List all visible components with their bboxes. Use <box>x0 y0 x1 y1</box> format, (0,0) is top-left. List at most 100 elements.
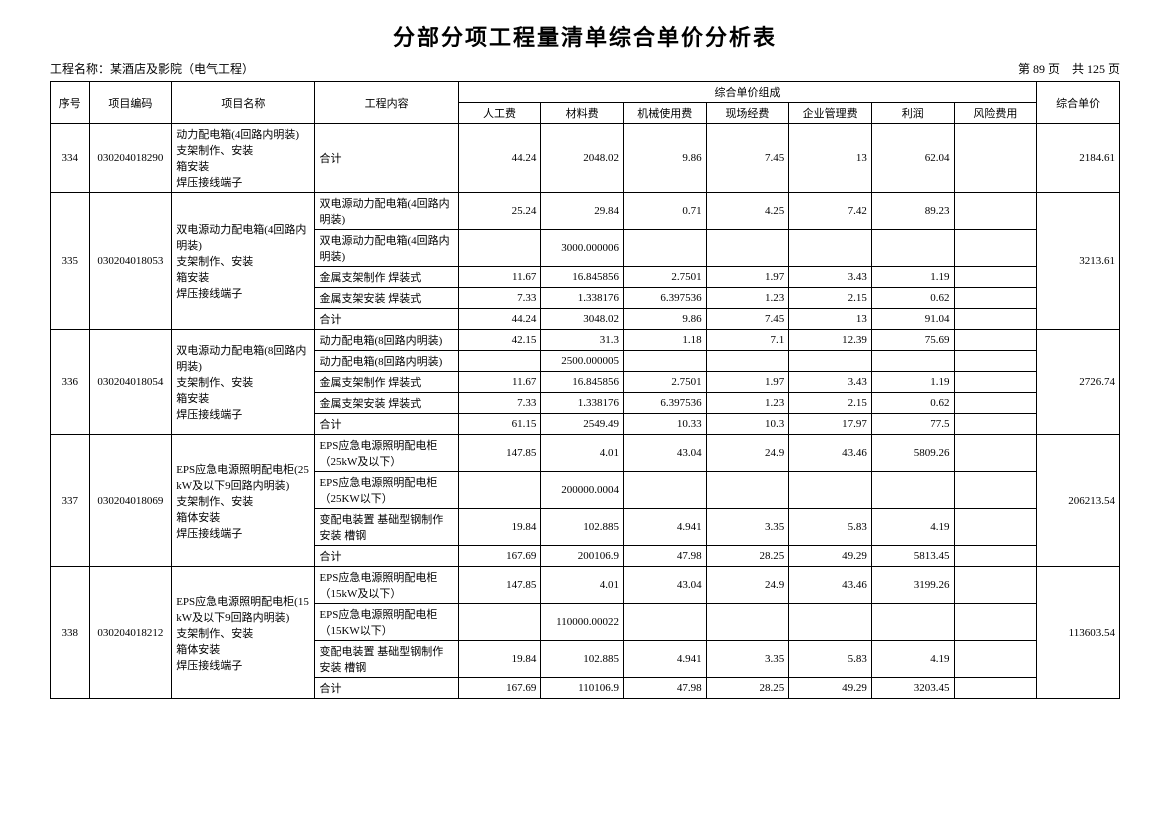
cell-profit: 5809.26 <box>871 435 954 472</box>
cell-code: 030204018054 <box>89 330 172 435</box>
cell-profit: 3199.26 <box>871 567 954 604</box>
cell-material: 102.885 <box>541 509 624 546</box>
page-mid: 页 共 <box>1045 62 1087 76</box>
cell-risk <box>954 567 1037 604</box>
project-label: 工程名称： <box>50 62 110 76</box>
cell-risk <box>954 435 1037 472</box>
cell-site: 3.35 <box>706 509 789 546</box>
cell-profit: 0.62 <box>871 393 954 414</box>
cell-material: 200106.9 <box>541 546 624 567</box>
page-total: 125 <box>1087 62 1105 76</box>
cell-risk <box>954 267 1037 288</box>
cell-material: 2500.000005 <box>541 351 624 372</box>
cell-material: 1.338176 <box>541 288 624 309</box>
cell-profit <box>871 472 954 509</box>
cell-content: 合计 <box>315 546 458 567</box>
cell-labor: 7.33 <box>458 288 541 309</box>
cell-machine: 2.7501 <box>623 372 706 393</box>
cell-total: 3213.61 <box>1037 193 1120 330</box>
cell-content: 金属支架制作 焊装式 <box>315 372 458 393</box>
cell-risk <box>954 678 1037 699</box>
cell-material: 3000.000006 <box>541 230 624 267</box>
cell-labor: 44.24 <box>458 309 541 330</box>
cell-risk <box>954 193 1037 230</box>
cell-risk <box>954 288 1037 309</box>
cell-machine <box>623 472 706 509</box>
cell-content: 双电源动力配电箱(4回路内明装) <box>315 230 458 267</box>
cell-content: EPS应急电源照明配电柜（15KW以下） <box>315 604 458 641</box>
cell-labor: 11.67 <box>458 267 541 288</box>
cell-mgmt: 13 <box>789 124 872 193</box>
cell-machine: 9.86 <box>623 124 706 193</box>
cell-machine <box>623 351 706 372</box>
cell-code: 030204018069 <box>89 435 172 567</box>
table-row: 337030204018069EPS应急电源照明配电柜(25kW及以下9回路内明… <box>51 435 1120 472</box>
cell-material: 31.3 <box>541 330 624 351</box>
cell-machine <box>623 604 706 641</box>
cell-material: 2048.02 <box>541 124 624 193</box>
cell-machine: 1.18 <box>623 330 706 351</box>
th-total: 综合单价 <box>1037 82 1120 124</box>
cell-total: 2726.74 <box>1037 330 1120 435</box>
cell-mgmt: 3.43 <box>789 267 872 288</box>
cell-total: 2184.61 <box>1037 124 1120 193</box>
cell-site: 1.23 <box>706 393 789 414</box>
cell-code: 030204018290 <box>89 124 172 193</box>
cell-seq: 336 <box>51 330 90 435</box>
cell-machine: 10.33 <box>623 414 706 435</box>
cell-mgmt <box>789 472 872 509</box>
cell-material: 110000.00022 <box>541 604 624 641</box>
th-material: 材料费 <box>541 103 624 124</box>
cell-labor <box>458 604 541 641</box>
th-machine: 机械使用费 <box>623 103 706 124</box>
cell-profit <box>871 230 954 267</box>
cell-content: EPS应急电源照明配电柜（15kW及以下） <box>315 567 458 604</box>
cell-risk <box>954 230 1037 267</box>
cell-content: 双电源动力配电箱(4回路内明装) <box>315 193 458 230</box>
cell-machine: 0.71 <box>623 193 706 230</box>
cell-risk <box>954 393 1037 414</box>
cell-material: 110106.9 <box>541 678 624 699</box>
cell-seq: 335 <box>51 193 90 330</box>
cell-material: 2549.49 <box>541 414 624 435</box>
cell-content: EPS应急电源照明配电柜（25kW及以下） <box>315 435 458 472</box>
cell-material: 3048.02 <box>541 309 624 330</box>
cell-name: EPS应急电源照明配电柜(25kW及以下9回路内明装) 支架制作、安装 箱体安装… <box>172 435 315 567</box>
cell-mgmt <box>789 230 872 267</box>
cell-site: 4.25 <box>706 193 789 230</box>
cell-site: 1.97 <box>706 267 789 288</box>
cell-mgmt: 12.39 <box>789 330 872 351</box>
cell-machine: 47.98 <box>623 678 706 699</box>
cell-profit: 91.04 <box>871 309 954 330</box>
cell-machine: 4.941 <box>623 509 706 546</box>
th-group: 综合单价组成 <box>458 82 1037 103</box>
cell-site: 1.23 <box>706 288 789 309</box>
cell-risk <box>954 509 1037 546</box>
cell-labor: 147.85 <box>458 567 541 604</box>
cell-mgmt: 2.15 <box>789 288 872 309</box>
page-title: 分部分项工程量清单综合单价分析表 <box>50 20 1120 52</box>
cell-site: 28.25 <box>706 546 789 567</box>
cell-site: 28.25 <box>706 678 789 699</box>
data-table: 序号 项目编码 项目名称 工程内容 综合单价组成 综合单价 人工费 材料费 机械… <box>50 81 1120 699</box>
project-name: 某酒店及影院（电气工程） <box>110 62 254 76</box>
cell-content: 变配电装置 基础型钢制作安装 槽钢 <box>315 641 458 678</box>
cell-profit: 1.19 <box>871 372 954 393</box>
cell-risk <box>954 372 1037 393</box>
cell-total: 113603.54 <box>1037 567 1120 699</box>
cell-labor: 19.84 <box>458 641 541 678</box>
cell-name: 双电源动力配电箱(4回路内明装) 支架制作、安装 箱安装 焊压接线端子 <box>172 193 315 330</box>
cell-risk <box>954 124 1037 193</box>
cell-risk <box>954 641 1037 678</box>
cell-mgmt: 43.46 <box>789 567 872 604</box>
cell-seq: 334 <box>51 124 90 193</box>
cell-material: 16.845856 <box>541 267 624 288</box>
header-row: 工程名称：某酒店及影院（电气工程） 第 89 页 共 125 页 <box>50 60 1120 77</box>
cell-labor: 167.69 <box>458 678 541 699</box>
cell-code: 030204018212 <box>89 567 172 699</box>
page-current: 89 <box>1033 62 1045 76</box>
cell-site: 7.45 <box>706 309 789 330</box>
cell-content: 合计 <box>315 414 458 435</box>
cell-material: 4.01 <box>541 435 624 472</box>
th-labor: 人工费 <box>458 103 541 124</box>
